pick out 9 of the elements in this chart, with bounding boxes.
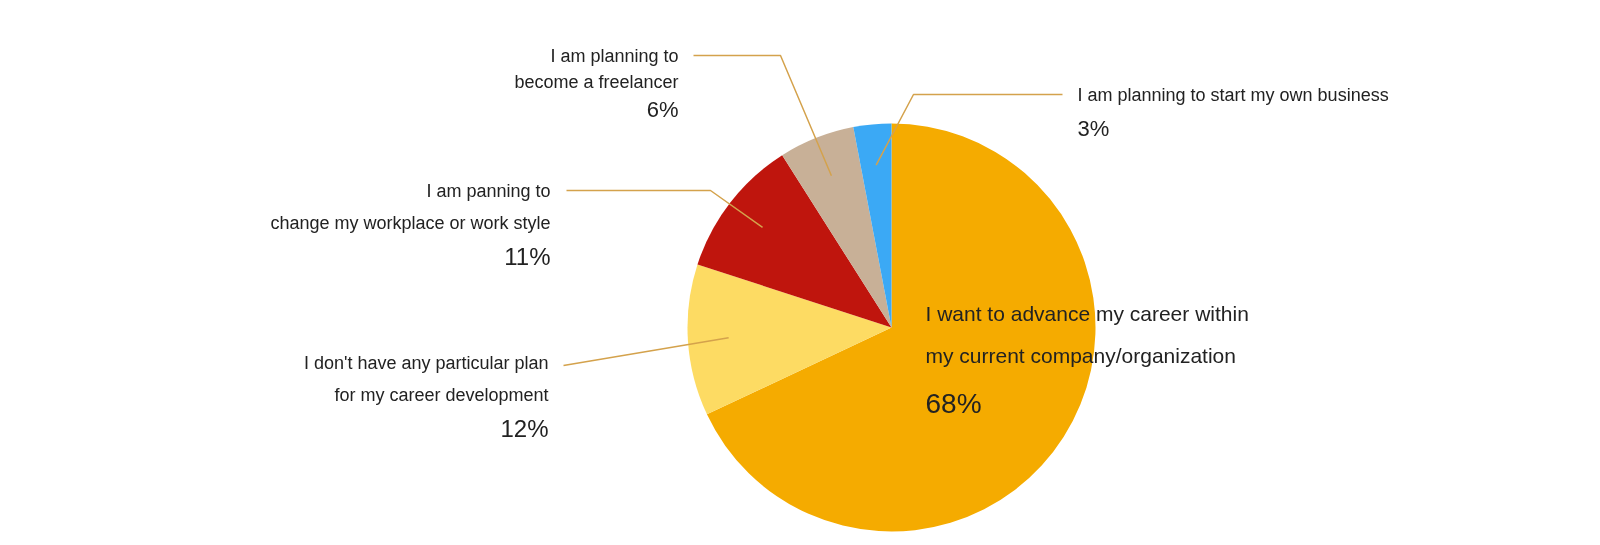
- data-label: 6%: [646, 97, 679, 122]
- data-label: 11%: [504, 243, 551, 270]
- data-label: 3%: [1077, 116, 1110, 141]
- slice-label: I am panning to change my workplace or work style: [270, 180, 551, 233]
- slice-label: I am planning to start my own business: [1077, 84, 1389, 105]
- slice-label: I am planning to become a freelancer: [514, 45, 679, 92]
- data-label: 68%: [925, 388, 982, 419]
- slice-label: I don't have any particular plan for my career development: [303, 352, 549, 405]
- data-label: 12%: [500, 415, 549, 442]
